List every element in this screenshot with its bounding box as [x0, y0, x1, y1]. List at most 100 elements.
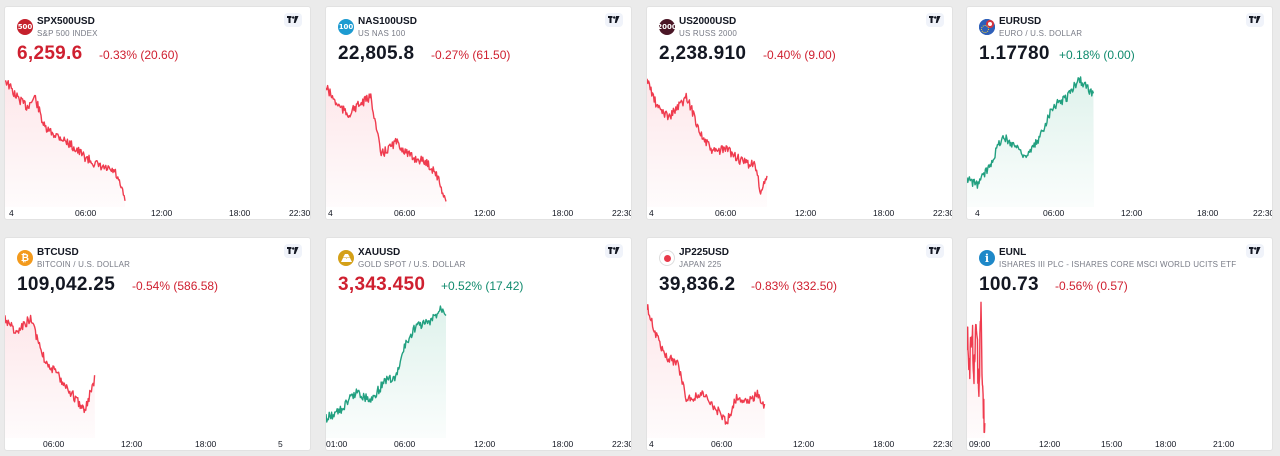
time-axis-tick: 4 [9, 208, 14, 218]
symbol-card-jp225usd[interactable]: JP225USD JAPAN 225 39,836.2 -0.83% (332.50)… [646, 237, 953, 451]
price-sparkline-chart[interactable] [5, 298, 311, 438]
symbol-ticker[interactable]: BTCUSD [37, 247, 79, 258]
eurusd-flag-icon [979, 19, 995, 35]
symbol-card-eunl[interactable]: i EUNL ISHARES III PLC - ISHARES CORE MSCI… [966, 237, 1273, 451]
time-axis: 4 06:00 12:00 18:00 22:30 [647, 439, 953, 450]
tradingview-logo-icon[interactable] [926, 244, 944, 258]
time-axis: 4 06:00 12:00 18:00 22:30 [5, 208, 310, 219]
last-price: 2,238.910 [659, 43, 747, 64]
time-axis: 4 06:00 12:00 18:00 22:30 [647, 208, 953, 219]
price-sparkline-chart[interactable] [647, 298, 953, 438]
time-axis-tick: 18:00 [873, 208, 895, 218]
time-axis-tick: 5 [278, 439, 283, 449]
time-axis-tick: 18:00 [195, 439, 217, 449]
sparkline-line [326, 305, 447, 423]
us2000-logo-icon: 2000 [657, 19, 677, 35]
sparkline-line [647, 304, 766, 425]
price-change: -0.33% (20.60) [99, 48, 179, 62]
tradingview-logo-icon[interactable] [1246, 244, 1264, 258]
tradingview-logo-icon[interactable] [926, 13, 944, 27]
time-axis-tick: 18:00 [1197, 208, 1219, 218]
symbol-description: S&P 500 INDEX [37, 29, 98, 38]
time-axis-tick: 06:00 [43, 439, 65, 449]
price-sparkline-chart[interactable] [326, 67, 632, 207]
spx500-logo-icon: 500 [17, 19, 33, 35]
sparkline-area [326, 306, 446, 438]
sparkline-area [5, 80, 125, 207]
time-axis-tick: 06:00 [394, 208, 416, 218]
last-price: 6,259.6 [17, 43, 83, 64]
last-price: 109,042.25 [17, 274, 116, 295]
time-axis-tick: 22:30 [612, 439, 632, 449]
time-axis-tick: 18:00 [552, 439, 574, 449]
time-axis-tick: 4 [649, 208, 654, 218]
last-price: 22,805.8 [338, 43, 415, 64]
symbol-ticker[interactable]: US2000USD [679, 16, 737, 27]
symbol-ticker[interactable]: EURUSD [999, 16, 1042, 27]
price-sparkline-chart[interactable] [967, 298, 1273, 438]
last-price: 3,343.450 [338, 274, 426, 295]
sparkline-line [326, 84, 447, 202]
symbol-ticker[interactable]: SPX500USD [37, 16, 95, 27]
price-sparkline-chart[interactable] [647, 67, 953, 207]
price-change: +0.52% (17.42) [441, 279, 524, 293]
time-axis-tick: 18:00 [229, 208, 251, 218]
time-axis-tick: 22:30 [933, 439, 953, 449]
sparkline-line [967, 301, 986, 434]
symbol-card-nas100usd[interactable]: 100 NAS100USD US NAS 100 22,805.8 -0.27% (61… [325, 6, 632, 220]
price-sparkline-chart[interactable] [967, 67, 1273, 207]
nas100-logo-icon: 100 [338, 19, 354, 35]
time-axis-tick: 4 [649, 439, 654, 449]
time-axis-tick: 22:30 [933, 208, 953, 218]
time-axis-tick: 12:00 [151, 208, 173, 218]
time-axis-tick: 12:00 [1121, 208, 1143, 218]
price-change: -0.56% (0.57) [1055, 279, 1128, 293]
price-sparkline-chart[interactable] [326, 298, 632, 438]
sparkline-area [326, 85, 446, 207]
time-axis-tick: 09:00 [969, 439, 991, 449]
time-axis-tick: 22:30 [612, 208, 632, 218]
symbol-description: EURO / U.S. DOLLAR [999, 29, 1083, 38]
time-axis-tick: 22:30 [1253, 208, 1273, 218]
ishares-logo-icon: i [979, 250, 995, 266]
sparkline-line [5, 314, 96, 414]
tradingview-logo-icon[interactable] [284, 13, 302, 27]
icon-label: 2000 [657, 23, 677, 31]
icon-label: ₿ [20, 252, 30, 264]
tradingview-logo-icon[interactable] [605, 13, 623, 27]
symbol-card-xauusd[interactable]: XAUUSD GOLD SPOT / U.S. DOLLAR 3,343.450 +0… [325, 237, 632, 451]
symbol-ticker[interactable]: EUNL [999, 247, 1027, 258]
time-axis-tick: 06:00 [1043, 208, 1065, 218]
time-axis-tick: 06:00 [715, 208, 737, 218]
price-change: -0.54% (586.58) [132, 279, 219, 293]
tradingview-logo-icon[interactable] [605, 244, 623, 258]
tradingview-logo-icon[interactable] [1246, 13, 1264, 27]
symbol-ticker[interactable]: NAS100USD [358, 16, 417, 27]
bitcoin-logo-icon: ₿ [17, 250, 33, 266]
tradingview-logo-icon[interactable] [284, 244, 302, 258]
symbol-card-spx500usd[interactable]: 500 SPX500USD S&P 500 INDEX 6,259.6 -0.33% (… [4, 6, 311, 220]
price-change: -0.40% (9.00) [763, 48, 836, 62]
sparkline-area [967, 76, 1094, 207]
symbol-card-btcusd[interactable]: ₿ BTCUSD BITCOIN / U.S. DOLLAR 109,042.25 -0… [4, 237, 311, 451]
time-axis-tick: 18:00 [552, 208, 574, 218]
time-axis: 01:00 06:00 12:00 18:00 22:30 [326, 439, 632, 450]
sparkline-area [5, 315, 95, 438]
last-price: 1.17780 [979, 43, 1050, 64]
sparkline-line [647, 78, 768, 195]
symbol-ticker[interactable]: XAUUSD [358, 247, 401, 258]
icon-label: 500 [17, 23, 33, 31]
icon-label: 100 [338, 23, 354, 31]
price-sparkline-chart[interactable] [5, 67, 311, 207]
symbol-card-us2000usd[interactable]: 2000 US2000USD US RUSS 2000 2,238.910 -0.40%… [646, 6, 953, 220]
time-axis-tick: 01:00 [326, 439, 348, 449]
time-axis-tick: 4 [328, 208, 333, 218]
time-axis-tick: 21:00 [1213, 439, 1235, 449]
symbol-ticker[interactable]: JP225USD [679, 247, 730, 258]
symbol-card-eurusd[interactable]: EURUSD EURO / U.S. DOLLAR 1.17780 +0.18% (0… [966, 6, 1273, 220]
symbol-description: JAPAN 225 [679, 260, 722, 269]
sparkline-area [647, 304, 765, 438]
time-axis-tick: 06:00 [75, 208, 97, 218]
time-axis-tick: 4 [975, 208, 980, 218]
time-axis-tick: 06:00 [711, 439, 733, 449]
